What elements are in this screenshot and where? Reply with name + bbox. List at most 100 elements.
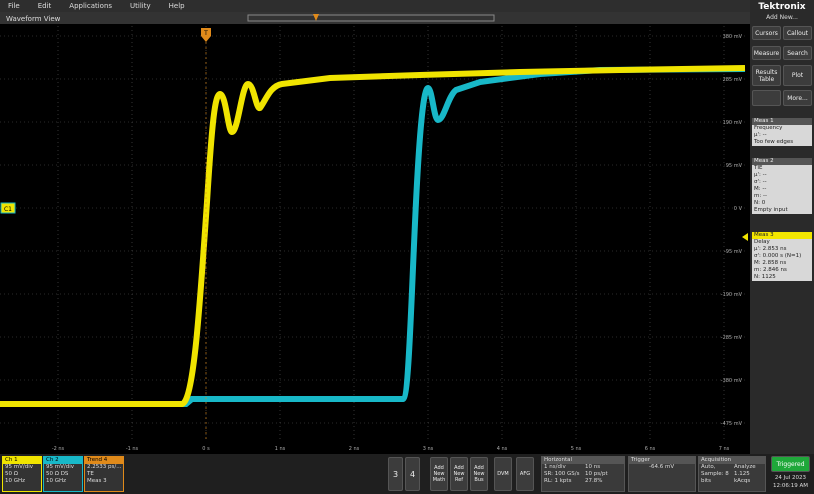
bottom-button[interactable]: AFG	[516, 457, 534, 491]
channel-line: 95 mV/div	[5, 464, 33, 470]
bottom-button[interactable]: 4	[405, 457, 420, 491]
panel-button[interactable]: Results Table	[752, 65, 781, 86]
y-axis-label: 380 mV	[723, 34, 743, 40]
panel-line: Analyze	[734, 464, 756, 470]
brand-logo: Tektronix	[758, 2, 806, 12]
status-button[interactable]: Triggered	[771, 456, 810, 472]
measurement-badge[interactable]: Meas 2 TIE μ': -- σ': -- M: -- m: -- N: 0 Empty…	[752, 158, 812, 214]
time: 12:06:19 AM	[773, 483, 808, 489]
trigger-level-marker	[742, 233, 748, 241]
channel-2-waveform	[0, 66, 746, 407]
icon-button[interactable]	[752, 90, 781, 106]
y-axis-label: 0 V	[734, 206, 743, 212]
channel-badge[interactable]: Ch 2 95 mV/div 50 Ω DS 10 GHz	[43, 456, 83, 492]
x-axis-label: -1 ns	[126, 446, 139, 452]
x-axis-label: 6 ns	[645, 446, 656, 452]
channel-line: TE	[87, 471, 94, 477]
menu-item[interactable]: File	[8, 2, 20, 10]
position-bar	[247, 14, 495, 22]
channel-line: 95 mV/div	[46, 464, 74, 470]
y-axis-label: -190 mV	[721, 292, 743, 298]
panel-line: 10 ps/pt	[585, 471, 608, 477]
panel-title: Trigger	[629, 457, 695, 464]
bottom-bar: Ch 1 95 mV/div 50 Ω 10 GHz Ch 2 95 mV/div 50 Ω…	[0, 454, 814, 494]
x-axis-label: 3 ns	[423, 446, 434, 452]
menu-bar: File Edit Applications Utility Help	[0, 0, 750, 12]
measurement-line: TIE	[754, 165, 763, 171]
x-axis-label: 5 ns	[571, 446, 582, 452]
horizontal-panel[interactable]: Horizontal 1 ns/div 10 ns SR: 100 GS/s 10 ps…	[541, 456, 625, 492]
y-axis-label: -475 mV	[721, 421, 743, 427]
y-axis-label: 285 mV	[723, 77, 743, 83]
acquisition-panel[interactable]: Acquisition Auto, Analyze Sample: 8 bits 1.1…	[698, 456, 766, 492]
panel-line: 10 ns	[585, 464, 601, 470]
measurement-line: σ': --	[754, 179, 767, 185]
menu-item[interactable]: Help	[168, 2, 185, 10]
panel-button[interactable]: More...	[783, 90, 812, 106]
bottom-button[interactable]: DVM	[494, 457, 512, 491]
panel-line: 1 ns/div	[544, 464, 566, 470]
menu-item[interactable]: Utility	[130, 2, 151, 10]
measurement-badge[interactable]: Meas 3 Delay μ': 2.853 ns σ': 0.000 s (N=1)…	[752, 232, 812, 281]
menu-item[interactable]: Edit	[37, 2, 52, 10]
measurement-line: Delay	[754, 239, 770, 245]
bottom-button[interactable]: Add New Ref	[450, 457, 468, 491]
waveform-view: Waveform View 380 mV 285 mV 190 mV 95 mV 0 V…	[0, 12, 750, 454]
bottom-button[interactable]: Add New Math	[430, 457, 448, 491]
date: 24 Jul 2023	[774, 475, 807, 481]
trigger-marker-shape	[201, 28, 211, 42]
y-axis-label: 95 mV	[726, 163, 743, 169]
panel-title: Horizontal	[542, 457, 624, 464]
position-handle	[313, 14, 319, 21]
panel-button[interactable]: Callout	[783, 26, 812, 40]
bottom-button[interactable]: 3	[388, 457, 403, 491]
panel-line: 27.8%	[585, 478, 603, 484]
channel-marker-shape	[0, 202, 16, 214]
measurement-title: Meas 2	[752, 158, 812, 165]
add-new-label: Add New...	[766, 14, 798, 21]
menu-item[interactable]: Applications	[69, 2, 113, 10]
measurement-line: μ': --	[754, 172, 767, 178]
trigger-panel[interactable]: Trigger -64.6 mV	[628, 456, 696, 492]
x-axis-label: 1 ns	[275, 446, 286, 452]
channel-line: 10 GHz	[46, 478, 67, 484]
measurement-line: m: 2.846 ns	[754, 267, 787, 273]
bottom-button[interactable]: Add New Bus	[470, 457, 488, 491]
measurement-title: Meas 3	[752, 232, 812, 239]
x-axis-label: 0 s	[202, 446, 210, 452]
channel-1-waveform	[0, 65, 746, 407]
channel-line: Meas 3	[87, 478, 107, 484]
panel-line: RL: 1 kpts	[544, 478, 572, 484]
channel-badge[interactable]: Ch 1 95 mV/div 50 Ω 10 GHz	[2, 456, 42, 492]
channel-badge[interactable]: Trend 4 2.2533 ps/... TE Meas 3	[84, 456, 124, 492]
panel-body: -64.6 mV	[629, 464, 695, 471]
x-axis-label: 4 ns	[497, 446, 508, 452]
plot-background	[0, 12, 750, 454]
x-axis-label: -2 ns	[52, 446, 65, 452]
measurement-line: μ': 2.853 ns	[754, 246, 787, 252]
y-axis-label: -285 mV	[721, 335, 743, 341]
y-axis-label: 190 mV	[723, 120, 743, 126]
measurement-badge[interactable]: Meas 1 Frequency μ': -- Too few edges	[752, 118, 812, 146]
measurement-line: Too few edges	[754, 139, 794, 145]
measurement-line: M: 2.858 ns	[754, 260, 787, 266]
measurement-line: Empty input	[754, 207, 788, 213]
channel-line: 2.2533 ps/...	[87, 464, 122, 470]
measurement-line: Frequency	[754, 125, 783, 131]
y-axis-label: -95 mV	[724, 249, 743, 255]
measurement-title: Meas 1	[752, 118, 812, 125]
panel-body: 1 ns/div 10 ns SR: 100 GS/s 10 ps/pt RL: 1 k…	[542, 464, 624, 485]
side-panel: Tektronix Add New... Cursors Callout Measu…	[750, 0, 814, 454]
panel-line: Auto,	[701, 464, 716, 470]
view-title: Waveform View	[6, 15, 61, 23]
y-axis-label: -380 mV	[721, 378, 743, 384]
panel-line: SR: 100 GS/s	[544, 471, 580, 477]
channel-line: 50 Ω	[5, 471, 18, 477]
measurement-line: μ': --	[754, 132, 767, 138]
panel-button[interactable]: Plot	[783, 65, 812, 86]
channel-label: Trend 4	[85, 457, 123, 464]
panel-button[interactable]: Search	[783, 46, 812, 60]
panel-button[interactable]: Cursors	[752, 26, 781, 40]
panel-button[interactable]: Measure	[752, 46, 781, 60]
